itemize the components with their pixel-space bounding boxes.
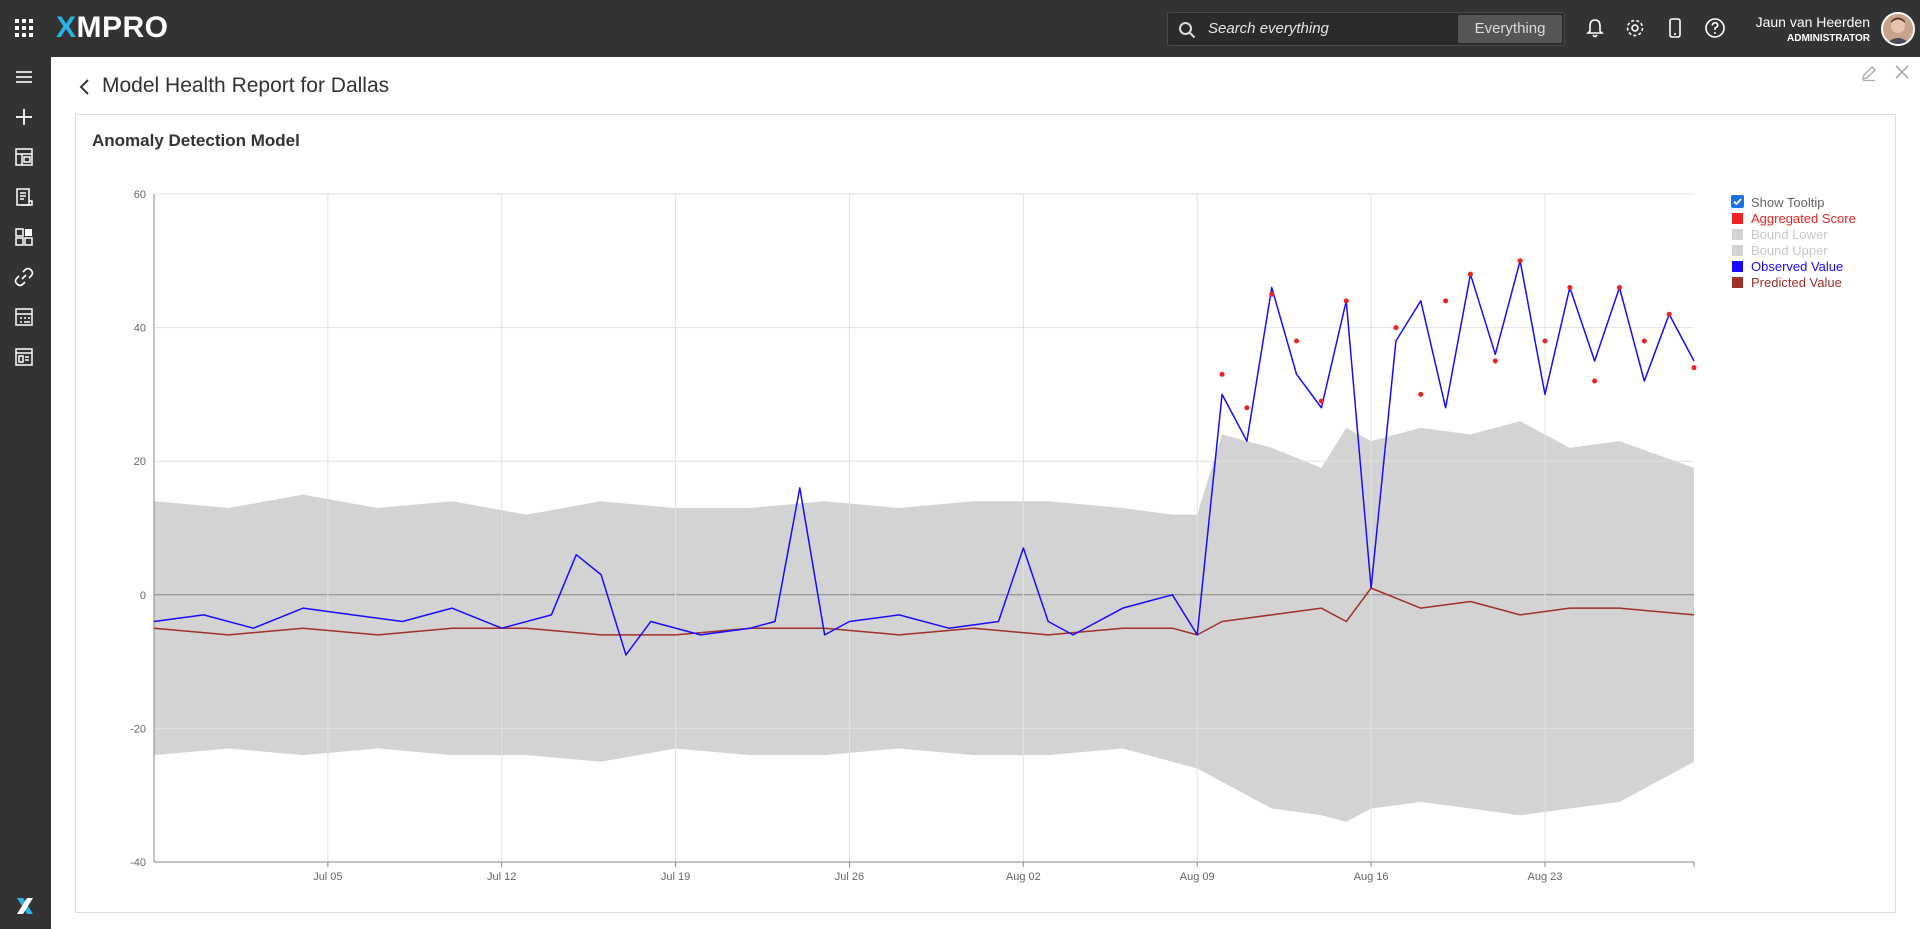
avatar-image xyxy=(1883,14,1913,44)
x-tick-label: Aug 23 xyxy=(1528,871,1563,883)
legend-label: Aggregated Score xyxy=(1751,211,1856,226)
search-icon xyxy=(1178,21,1196,39)
aggregated-score-point xyxy=(1592,379,1597,384)
close-icon[interactable] xyxy=(1894,64,1910,80)
x-tick-label: Jul 12 xyxy=(487,871,516,883)
x-tick-label: Jul 05 xyxy=(313,871,342,883)
legend-swatch xyxy=(1732,229,1743,240)
legend-item[interactable]: Observed Value xyxy=(1731,258,1891,274)
search-input[interactable]: Search everything xyxy=(1208,13,1329,45)
legend-label: Observed Value xyxy=(1751,259,1843,274)
aggregated-score-point xyxy=(1269,292,1274,297)
user-role: ADMINISTRATOR xyxy=(1787,33,1870,44)
apps-grid-icon[interactable] xyxy=(13,17,35,39)
aggregated-score-point xyxy=(1244,405,1249,410)
legend-item[interactable]: Bound Lower xyxy=(1731,226,1891,242)
avatar[interactable] xyxy=(1881,12,1915,46)
aggregated-score-point xyxy=(1468,272,1473,277)
aggregated-score-point xyxy=(1393,325,1398,330)
xmpro-x-icon xyxy=(14,895,36,917)
legend-swatch xyxy=(1732,213,1743,224)
top-bar: XMPRO Search everything Everything Jaun … xyxy=(0,0,1920,57)
y-tick-label: -20 xyxy=(130,723,146,735)
dashboard-icon[interactable] xyxy=(13,146,35,168)
legend-swatch xyxy=(1732,261,1743,272)
bell-icon[interactable] xyxy=(1584,17,1606,39)
legend-swatch xyxy=(1732,277,1743,288)
user-name[interactable]: Jaun van Heerden xyxy=(1756,14,1870,30)
y-tick-label: 60 xyxy=(134,189,146,201)
aggregated-score-point xyxy=(1642,338,1647,343)
aggregated-score-point xyxy=(1294,338,1299,343)
chart-legend: Show Tooltip Aggregated Score Bound Lower… xyxy=(1731,194,1891,290)
anomaly-chart[interactable]: -40 -20 0 20 40 60 Jul 05 Jul 12 Jul 19 Jul 26 Aug… xyxy=(76,114,1896,912)
legend-label: Predicted Value xyxy=(1751,275,1842,290)
xmpro-logo[interactable]: XMPRO xyxy=(56,11,169,45)
x-tick-label: Aug 16 xyxy=(1354,871,1389,883)
y-tick-label: 20 xyxy=(134,456,146,468)
legend-item[interactable]: Predicted Value xyxy=(1731,274,1891,290)
page-title: Model Health Report for Dallas xyxy=(102,74,389,98)
sidebar xyxy=(0,57,51,929)
y-tick-label: -40 xyxy=(130,857,146,869)
aggregated-score-point xyxy=(1319,399,1324,404)
y-tick-label: 0 xyxy=(140,590,146,602)
data-table-icon[interactable] xyxy=(13,346,35,368)
help-icon[interactable] xyxy=(1704,17,1726,39)
legend-label: Bound Lower xyxy=(1751,227,1828,242)
search-bar: Search everything Everything xyxy=(1167,12,1565,46)
x-tick-label: Jul 19 xyxy=(661,871,690,883)
y-tick-label: 40 xyxy=(134,323,146,335)
x-tick-label: Jul 26 xyxy=(835,871,864,883)
legend-item[interactable]: Bound Upper xyxy=(1731,242,1891,258)
gear-icon[interactable] xyxy=(1624,17,1646,39)
search-scope-dropdown[interactable]: Everything xyxy=(1458,15,1562,43)
legend-item[interactable]: Aggregated Score xyxy=(1731,210,1891,226)
widgets-icon[interactable] xyxy=(13,226,35,248)
aggregated-score-point xyxy=(1493,359,1498,364)
xmpro-footer-logo[interactable] xyxy=(14,895,36,917)
legend-label: Bound Upper xyxy=(1751,243,1828,258)
show-tooltip-label: Show Tooltip xyxy=(1751,195,1824,210)
edit-pencil-icon[interactable] xyxy=(1860,64,1878,82)
calculator-icon[interactable] xyxy=(13,306,35,328)
x-tick-label: Aug 09 xyxy=(1180,871,1215,883)
aggregated-score-point xyxy=(1518,258,1523,263)
link-icon[interactable] xyxy=(13,266,35,288)
back-arrow-icon[interactable] xyxy=(76,77,94,97)
aggregated-score-point xyxy=(1617,285,1622,290)
aggregated-score-point xyxy=(1220,372,1225,377)
add-icon[interactable] xyxy=(13,106,35,128)
mobile-device-icon[interactable] xyxy=(1664,17,1686,39)
aggregated-score-point xyxy=(1667,312,1672,317)
aggregated-score-point xyxy=(1567,285,1572,290)
show-tooltip-checkbox[interactable] xyxy=(1731,195,1744,208)
aggregated-score-point xyxy=(1443,298,1448,303)
aggregated-score-point xyxy=(1418,392,1423,397)
legend-swatch xyxy=(1732,245,1743,256)
aggregated-score-point xyxy=(1542,338,1547,343)
x-tick-label: Aug 02 xyxy=(1006,871,1041,883)
aggregated-score-point xyxy=(1692,365,1697,370)
aggregated-score-point xyxy=(1344,298,1349,303)
hamburger-menu-icon[interactable] xyxy=(13,66,35,88)
report-icon[interactable] xyxy=(13,186,35,208)
legend-show-tooltip[interactable]: Show Tooltip xyxy=(1731,194,1891,210)
